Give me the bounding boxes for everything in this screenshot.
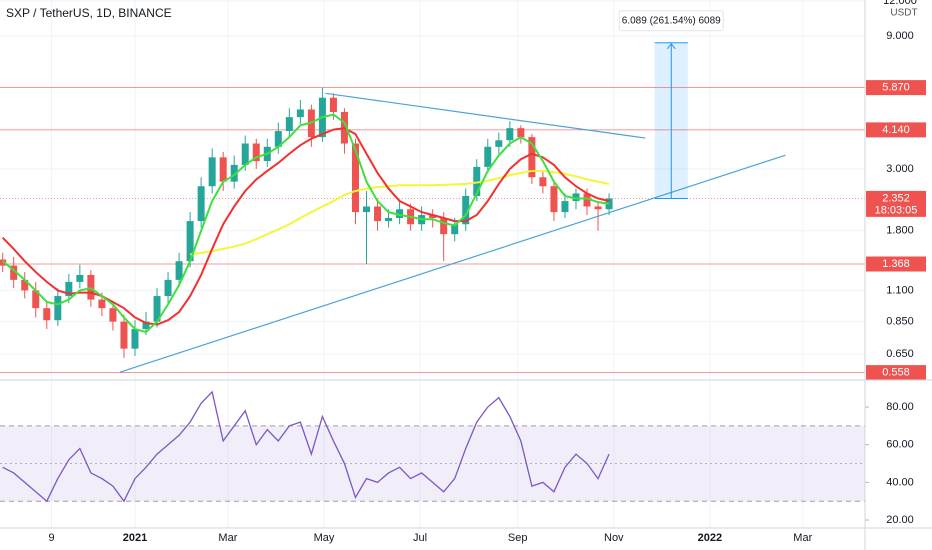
moving-average <box>189 169 610 256</box>
candle-body <box>65 281 73 297</box>
moving-average <box>2 113 610 334</box>
candle-body <box>539 177 547 187</box>
candle-body <box>495 140 503 147</box>
candle-body <box>561 201 569 213</box>
x-tick-label: 2022 <box>698 532 722 544</box>
price-label-box <box>866 256 926 272</box>
candle-body <box>131 328 139 349</box>
candle-body <box>296 109 304 118</box>
candle-body <box>572 193 580 202</box>
x-tick-label: Sep <box>508 532 528 544</box>
price-label: 2.352 <box>882 192 910 204</box>
x-tick-label: Mar <box>218 532 237 544</box>
y-tick-label: 9.000 <box>886 30 914 42</box>
candle-body <box>440 218 448 235</box>
candle-body <box>197 186 205 222</box>
measure-label: 6.089 (261.54%) 6089 <box>622 15 721 26</box>
trend-line <box>119 154 786 373</box>
price-label-box <box>866 190 926 217</box>
candle-body <box>43 308 51 321</box>
x-tick-label: Mar <box>793 532 812 544</box>
candle-body <box>230 164 238 182</box>
candle-body <box>241 143 249 165</box>
candle-body <box>462 195 470 225</box>
x-tick-label: 2021 <box>123 532 147 544</box>
price-label: 4.140 <box>882 124 910 136</box>
axes: 9 2021 Mar May Jul Sep Nov 2022 Mar 12.000 9.000 3.… <box>48 0 926 544</box>
candle-body <box>142 321 150 329</box>
measure-arrowhead <box>666 42 676 50</box>
rsi-tick-label: 60.00 <box>886 439 914 451</box>
candle-body <box>374 206 382 222</box>
candle-body <box>605 198 613 210</box>
rsi-tick-label: 20.00 <box>886 514 914 526</box>
candle-body <box>594 206 602 210</box>
x-tick-label: 9 <box>48 532 54 544</box>
rsi-line <box>2 390 610 503</box>
candle-body <box>363 206 371 213</box>
y-tick-label: 0.850 <box>886 316 914 328</box>
price-label: 1.368 <box>882 258 910 270</box>
candle-body <box>550 186 558 213</box>
countdown: 18:03:05 <box>875 204 918 216</box>
candle-body <box>164 279 172 297</box>
chart-title: SXP / TetherUS, 1D, BINANCE <box>6 6 172 20</box>
y-tick-label: 3.000 <box>886 163 914 175</box>
price-label: 5.870 <box>882 82 910 94</box>
rsi-tick-label: 40.00 <box>886 476 914 488</box>
y-tick-label: 0.650 <box>886 348 914 360</box>
rsi-tick-label: 80.00 <box>886 401 914 413</box>
candle-body <box>528 137 536 178</box>
trend-line <box>325 92 646 139</box>
candle-body <box>54 296 62 321</box>
candle-body <box>98 299 106 309</box>
candle-body <box>32 290 40 309</box>
x-tick-label: Nov <box>604 532 624 544</box>
currency: USDT <box>890 8 917 19</box>
candle-body <box>351 143 359 213</box>
y-tick-label: 1.100 <box>886 284 914 296</box>
candle-body <box>252 143 260 162</box>
candle-body <box>329 97 337 112</box>
price-label-box <box>866 122 926 138</box>
x-tick-label: Jul <box>413 532 427 544</box>
candle-body <box>120 321 128 349</box>
price-label-box <box>866 80 926 96</box>
candle-body <box>274 131 282 147</box>
candle-body <box>153 296 161 322</box>
y-tick-label: 12.000 <box>883 0 917 7</box>
candle-body <box>429 215 437 219</box>
candle-body <box>285 117 293 132</box>
candle-body <box>517 128 525 138</box>
candle-body <box>385 218 393 222</box>
candle-body <box>208 157 216 187</box>
candle-body <box>186 221 194 262</box>
candle-body <box>396 209 404 219</box>
candle-body <box>109 308 117 322</box>
candle-body <box>219 157 227 182</box>
candle-body <box>451 224 459 235</box>
x-tick-label: May <box>314 532 335 544</box>
candle-body <box>506 128 514 141</box>
measure-label-box <box>618 10 724 32</box>
candle-body <box>473 166 481 196</box>
price-label: 0.558 <box>882 367 910 379</box>
price-label-box <box>866 365 926 381</box>
candle-body <box>76 274 84 282</box>
y-tick-label: 1.800 <box>886 225 914 237</box>
candle-body <box>484 146 492 167</box>
candle-body <box>10 265 18 280</box>
candle-body <box>21 279 29 291</box>
candle-body <box>175 261 183 280</box>
plot: 6.089 (261.54%) 6089 <box>0 10 865 503</box>
candle-body <box>583 193 591 207</box>
